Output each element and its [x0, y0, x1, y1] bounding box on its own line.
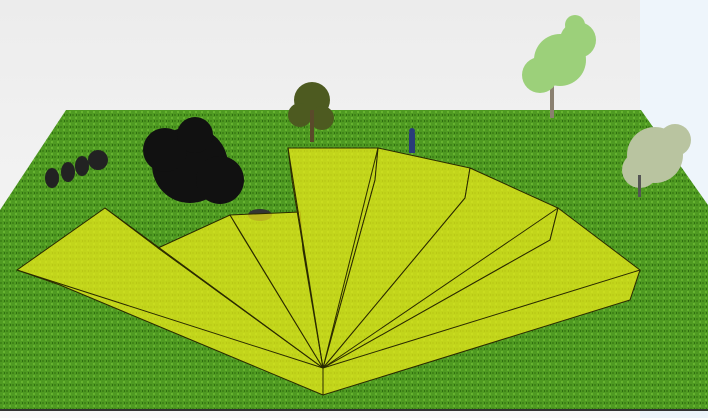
- fan-edges: [16, 147, 641, 395]
- fan-structure: [15, 147, 641, 396]
- fan-wall: [229, 211, 324, 369]
- light-tree: [522, 15, 596, 118]
- small-tree: [288, 82, 334, 142]
- person-head: [409, 128, 415, 134]
- dark-tree: [143, 117, 244, 204]
- shrubs: [45, 150, 108, 188]
- trees: [45, 15, 691, 221]
- pale-tree: [622, 124, 691, 197]
- person: [409, 133, 415, 153]
